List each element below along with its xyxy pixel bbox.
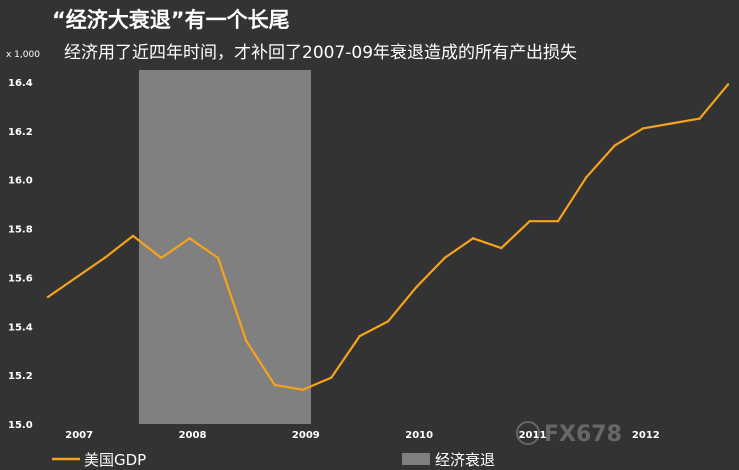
- gdp-data-point: [273, 383, 276, 387]
- gdp-data-point: [415, 286, 418, 289]
- globe-logo-icon: [516, 421, 540, 445]
- gdp-data-point: [131, 234, 135, 238]
- gdp-data-point: [75, 276, 78, 279]
- chart-subtitle: 经济用了近四年时间，才补回了2007-09年衰退造成的所有产出损失: [64, 43, 578, 63]
- gdp-data-point: [443, 256, 446, 260]
- y-tick-label: 16.2: [8, 127, 33, 138]
- gdp-data-point: [556, 220, 560, 223]
- gdp-data-point: [386, 320, 390, 323]
- x-tick-label: 2009: [292, 430, 320, 441]
- gdp-data-point: [613, 144, 616, 147]
- gdp-data-point: [188, 237, 191, 240]
- gdp-data-point: [358, 334, 361, 338]
- x-tick-label: 2010: [405, 430, 433, 441]
- gdp-data-point: [698, 117, 701, 120]
- y-tick-label: 15.4: [8, 322, 33, 333]
- gdp-data-point: [471, 237, 475, 240]
- y-tick-label: 16.0: [8, 176, 33, 187]
- x-tick-label: 2007: [65, 430, 93, 441]
- gdp-data-point: [46, 295, 50, 299]
- x-tick-label: 2011: [519, 430, 547, 441]
- legend-gdp-label: 美国GDP: [84, 451, 146, 469]
- gdp-data-point: [330, 376, 333, 379]
- gdp-data-point: [160, 256, 163, 260]
- y-axis-unit-label: x 1,000: [6, 50, 40, 60]
- x-tick-label: 2012: [632, 430, 660, 441]
- watermark-text: FX678: [544, 422, 622, 447]
- legend-recession-label: 经济衰退: [435, 451, 495, 469]
- x-tick-label: 2008: [179, 430, 207, 441]
- y-tick-label: 15.2: [8, 371, 33, 382]
- gdp-data-point: [500, 246, 503, 250]
- gdp-data-point: [670, 122, 673, 125]
- y-tick-label: 15.6: [8, 273, 33, 284]
- legend-recession-swatch: [402, 453, 430, 465]
- chart-title: “经济大衰退”有一个长尾: [52, 8, 290, 32]
- gdp-data-point: [301, 388, 305, 391]
- gdp-data-point: [641, 127, 645, 130]
- y-tick-label: 16.4: [8, 78, 33, 89]
- gdp-data-point: [726, 83, 730, 86]
- gdp-data-point: [103, 256, 106, 260]
- y-tick-label: 15.8: [8, 225, 33, 236]
- recession-band: [139, 70, 311, 424]
- gdp-data-point: [528, 220, 531, 223]
- y-tick-label: 15.0: [8, 420, 33, 431]
- gdp-data-point: [585, 176, 588, 179]
- gdp-data-point: [216, 256, 220, 260]
- gdp-data-point: [245, 339, 248, 343]
